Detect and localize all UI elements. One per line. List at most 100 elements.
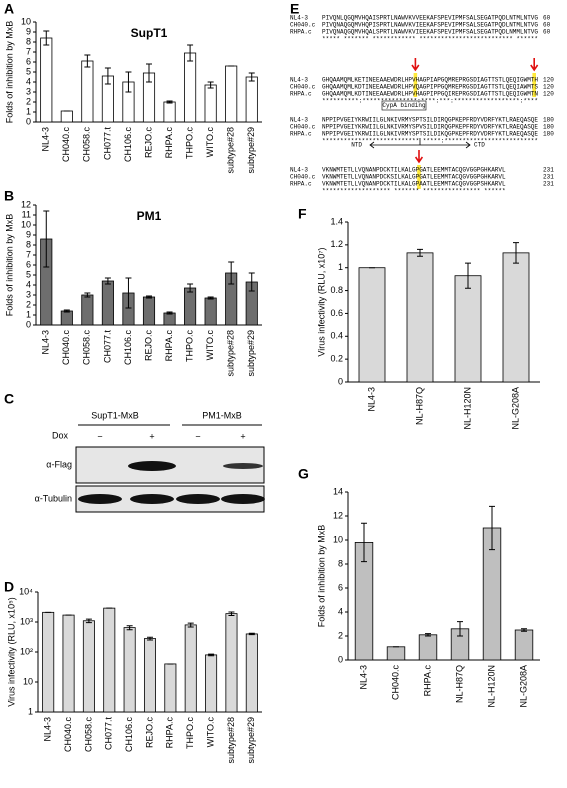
x-tick-label: NL4-3 <box>358 665 368 690</box>
error-bar <box>85 618 92 624</box>
sequence: PIVQNAQGQMVHQPISPRTLNAWVKVIEEKAFSPEVIPMF… <box>322 22 538 29</box>
band <box>130 494 174 504</box>
sequence: NPPIPVGEIYKRWIILGLNKIVRMYSPTSILDIKQGPKEP… <box>322 131 538 138</box>
x-tick-label: CH040.c <box>63 717 73 753</box>
x-tick-label: NL4-3 <box>41 330 51 355</box>
red-arrow <box>530 58 539 72</box>
y-tick-label: 10³ <box>20 616 33 626</box>
sequence: GHQAAMQMLKDTINEEAAEWDRLHPVHAGPIPPGQIREPR… <box>322 91 538 98</box>
bar <box>184 287 197 326</box>
y-tick-label: 7 <box>26 249 31 259</box>
x-tick-label: NL4-3 <box>41 127 51 152</box>
y-tick-label: 4 <box>26 279 31 289</box>
y-tick-label: 5 <box>26 66 31 76</box>
sequence-name: NL4-3 <box>290 15 308 22</box>
highlight <box>413 73 418 97</box>
sequence-name: RHPA.c <box>290 181 312 188</box>
band <box>221 494 265 504</box>
x-tick-label: CH058.c <box>82 127 92 163</box>
x-tick-label: subtype#29 <box>246 127 256 174</box>
error-bar <box>166 311 173 315</box>
x-tick-label: RHPA.c <box>164 127 174 159</box>
y-tick-label: 0.4 <box>330 331 343 341</box>
bar <box>386 646 406 661</box>
error-bar <box>43 210 50 268</box>
sequence-name: NL4-3 <box>290 117 308 124</box>
x-tick-label: RHPA.c <box>164 330 174 362</box>
band <box>128 461 176 471</box>
bar <box>103 607 116 713</box>
y-tick-label: 10² <box>20 646 33 656</box>
error-bar <box>207 81 214 89</box>
band <box>176 494 220 504</box>
bar <box>358 267 386 383</box>
panel-letter: G <box>298 466 309 482</box>
error-bar <box>187 283 194 293</box>
x-tick-label: WITO.c <box>205 330 215 361</box>
y-tick-label: 10 <box>21 16 31 26</box>
position-number: 120 <box>543 77 554 84</box>
consensus: **********:***************:****:***:****… <box>322 98 538 105</box>
y-tick-label: 10 <box>333 534 343 544</box>
alignment-decor <box>369 58 539 189</box>
x-tick-label: CH040.c <box>61 330 71 366</box>
domain-label: CTD <box>474 142 485 149</box>
cypa-label: CypA binding <box>382 102 426 109</box>
sequence: PIVQNAQGQMVHQALSPRTLNAWVKVIEEKAFSPEVIPMF… <box>322 29 538 36</box>
x-tick-label: NL-H87Q <box>414 387 424 425</box>
y-tick-label: 8 <box>26 36 31 46</box>
band <box>78 494 122 504</box>
x-tick-label: THPO.c <box>185 717 195 750</box>
bar <box>60 110 73 123</box>
x-tick-label: CH058.c <box>83 717 93 753</box>
lane-label: + <box>149 431 154 441</box>
y-tick-label: 14 <box>333 486 343 496</box>
bar <box>123 627 136 713</box>
error-bar <box>84 54 91 68</box>
x-tick-label: WITO.c <box>205 717 215 748</box>
x-tick-label: CH077.t <box>102 127 112 161</box>
bar <box>184 52 197 123</box>
y-axis-label: Folds of inhibition by MxB <box>4 21 14 124</box>
bar <box>406 252 434 383</box>
x-tick-label: subtype#29 <box>246 330 256 377</box>
panel-letter: D <box>4 579 14 595</box>
y-tick-label: 0 <box>26 116 31 126</box>
x-tick-label: NL-G208A <box>510 387 520 430</box>
y-tick-label: 8 <box>26 239 31 249</box>
sequence-name: CH040.c <box>290 124 316 131</box>
domain-arrow <box>369 138 471 149</box>
bar <box>164 663 177 713</box>
error-bar <box>457 621 463 637</box>
x-tick-label: NL-H120N <box>486 665 496 708</box>
position-number: 180 <box>543 124 554 131</box>
y-tick-label: 6 <box>338 582 343 592</box>
x-tick-label: CH077.t <box>104 717 114 751</box>
y-tick-label: 2 <box>26 96 31 106</box>
y-tick-label: 1 <box>26 309 31 319</box>
position-number: 60 <box>543 15 551 22</box>
highlight <box>532 73 536 97</box>
bar <box>143 638 156 713</box>
y-tick-label: 4 <box>338 606 343 616</box>
band <box>223 463 263 469</box>
position-number: 60 <box>543 29 551 36</box>
lane-label: + <box>240 431 245 441</box>
y-tick-label: 12 <box>21 199 31 209</box>
error-bar <box>147 636 153 641</box>
x-tick-label: NL-H87Q <box>454 665 464 703</box>
error-bar <box>146 295 152 299</box>
y-tick-label: 0 <box>338 654 343 664</box>
x-tick-label: THPO.c <box>184 330 194 363</box>
panel-letter: C <box>4 391 14 407</box>
error-bar <box>84 292 91 298</box>
consensus: ***** ******* ************ *************… <box>322 36 538 43</box>
x-tick-label: CH077.t <box>102 330 112 364</box>
bar <box>62 614 75 713</box>
y-tick-label: 0 <box>26 319 31 329</box>
bar <box>163 101 176 123</box>
y-tick-label: 11 <box>22 209 31 219</box>
bar <box>204 297 217 326</box>
bar <box>184 624 197 713</box>
